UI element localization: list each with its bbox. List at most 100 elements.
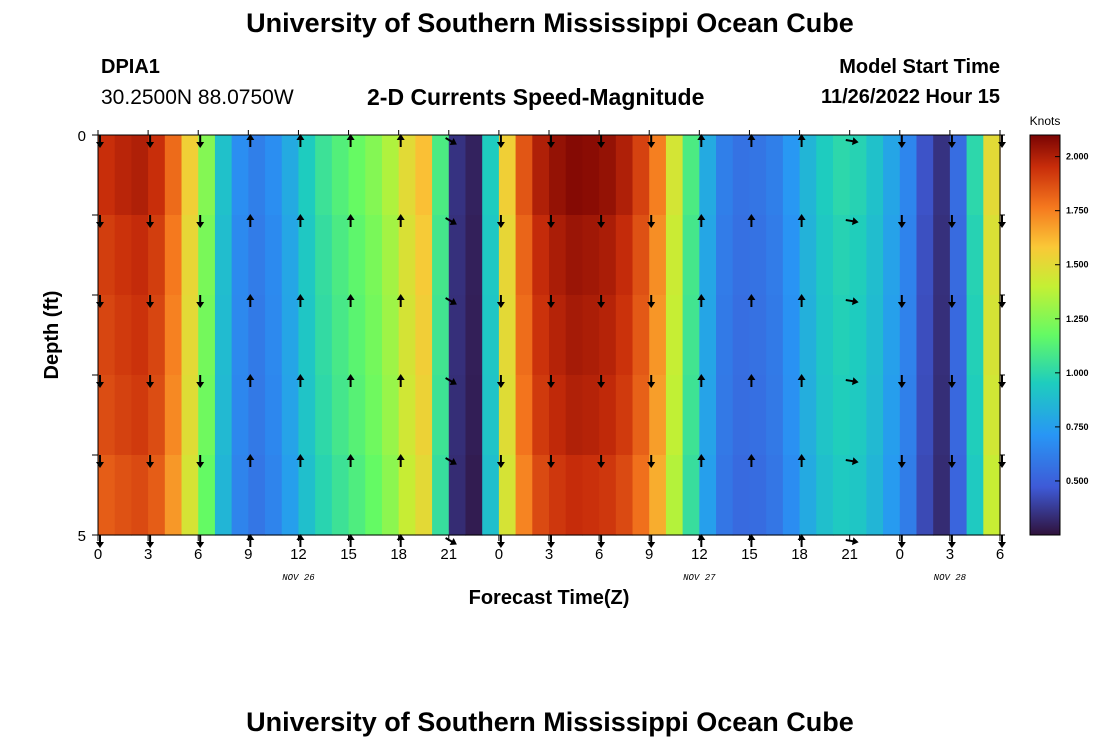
heatmap-cell — [98, 135, 116, 216]
colorbar — [1029, 134, 1061, 536]
heatmap-cell — [732, 375, 751, 456]
heatmap-cell — [933, 375, 951, 456]
heatmap-cell — [381, 375, 400, 456]
current-arrow — [747, 134, 756, 147]
current-arrow — [647, 295, 656, 308]
heatmap-cell — [265, 135, 283, 216]
footer-title: University of Southern Mississippi Ocean… — [246, 707, 854, 737]
heatmap-cell — [615, 375, 634, 456]
heatmap-cell — [916, 295, 934, 376]
y-tick-label: 0 — [78, 128, 86, 145]
heatmap-cell — [883, 375, 901, 456]
heatmap-cell — [465, 295, 483, 376]
heatmap-cell — [916, 215, 934, 296]
current-arrow — [146, 135, 155, 148]
current-arrow — [845, 537, 859, 546]
heatmap-cell — [515, 375, 533, 456]
heatmap-cell — [181, 375, 199, 456]
current-arrow — [897, 135, 906, 148]
heatmap-cell — [281, 375, 300, 456]
heatmap-cell — [398, 135, 416, 216]
heatmap-cell — [883, 295, 901, 376]
current-arrow — [396, 134, 405, 147]
current-arrow — [196, 455, 205, 468]
heatmap-cell — [532, 455, 550, 536]
heatmap-cell — [799, 375, 817, 456]
heatmap-cell — [515, 215, 533, 296]
heatmap-cell — [933, 295, 951, 376]
heatmap-cell — [131, 135, 149, 216]
x-tick-label: 9 — [645, 546, 653, 563]
heatmap-cell — [716, 295, 734, 376]
heatmap-cell — [716, 455, 734, 536]
heatmap-cell — [281, 455, 300, 536]
heatmap-cell — [498, 135, 517, 216]
heatmap-cell — [599, 375, 617, 456]
heatmap-cell — [732, 135, 751, 216]
heatmap-cell — [866, 375, 884, 456]
current-arrow — [346, 134, 355, 147]
current-arrow — [597, 455, 606, 468]
heatmap-cell — [899, 135, 918, 216]
date-label: NOV 27 — [683, 573, 716, 583]
heatmap-cell — [949, 295, 968, 376]
heatmap-cells — [98, 135, 1001, 536]
model-start-label: Model Start Time — [839, 56, 1000, 78]
x-tick-label: 6 — [996, 546, 1004, 563]
heatmap-cell — [482, 215, 500, 296]
current-arrows — [96, 134, 1006, 548]
heatmap-cell — [398, 455, 416, 536]
heatmap-cell — [315, 295, 333, 376]
heatmap-cell — [749, 455, 767, 536]
current-arrow — [697, 454, 706, 467]
current-arrow — [246, 374, 255, 387]
heatmap-cell — [849, 215, 867, 296]
heatmap-cell — [599, 215, 617, 296]
heatmap-cell — [231, 135, 249, 216]
current-arrow — [296, 294, 305, 307]
heatmap-cell — [799, 295, 817, 376]
heatmap-cell — [432, 375, 450, 456]
heatmap-cell — [749, 295, 767, 376]
model-start-value: 11/26/2022 Hour 15 — [820, 86, 1000, 108]
heatmap-cell — [832, 135, 851, 216]
heatmap-cell — [532, 375, 550, 456]
heatmap-cell — [231, 375, 249, 456]
current-arrow — [547, 375, 555, 388]
heatmap-cell — [799, 135, 817, 216]
current-arrow — [597, 535, 606, 548]
heatmap-cell — [649, 135, 667, 216]
heatmap-cell — [331, 455, 350, 536]
current-arrow — [96, 535, 104, 548]
current-arrow — [998, 455, 1006, 468]
heatmap-cell — [599, 295, 617, 376]
current-arrow — [196, 135, 205, 148]
heatmap-cell — [816, 215, 834, 296]
heatmap-cell — [181, 455, 199, 536]
current-arrow — [496, 135, 505, 148]
heatmap-cell — [214, 375, 233, 456]
heatmap-cell — [198, 455, 216, 536]
heatmap-cell — [298, 455, 316, 536]
heatmap-cell — [649, 455, 667, 536]
current-arrow — [697, 294, 706, 307]
heatmap-cell — [615, 455, 634, 536]
heatmap-cell — [582, 295, 600, 376]
current-arrow — [396, 374, 405, 387]
heatmap-cell — [515, 295, 533, 376]
heatmap-cell — [949, 375, 968, 456]
heatmap-cell — [983, 215, 1001, 296]
current-arrow — [146, 535, 155, 548]
x-tick-label: 6 — [194, 546, 202, 563]
heatmap-cell — [699, 455, 717, 536]
x-tick-label: 0 — [896, 546, 904, 563]
heatmap-cell — [181, 135, 199, 216]
heatmap-cell — [315, 375, 333, 456]
heatmap-cell — [949, 215, 968, 296]
heatmap-cell — [782, 375, 801, 456]
heatmap-cell — [348, 455, 366, 536]
heatmap-cell — [198, 215, 216, 296]
heatmap-cell — [114, 455, 132, 536]
heatmap-cell — [933, 215, 951, 296]
current-arrow — [396, 294, 405, 307]
